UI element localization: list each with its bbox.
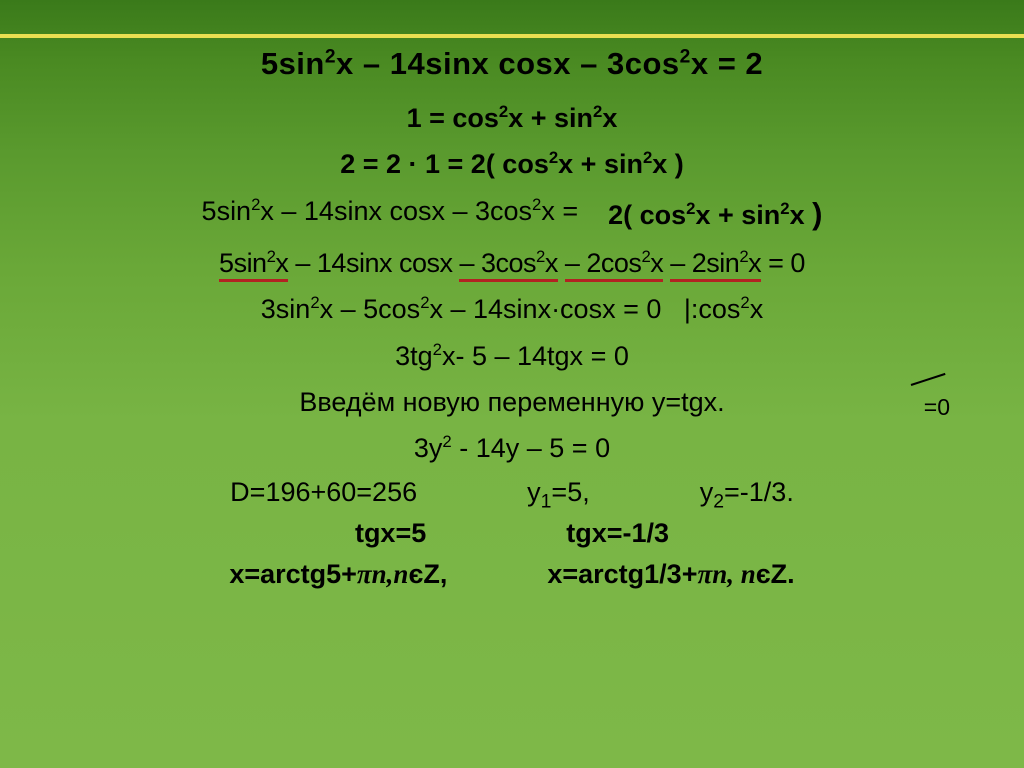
- quadratic: 3y2 - 14y – 5 = 0: [60, 430, 964, 466]
- substitution-line: 5sin2x – 14sinx cosx – 3cos2x = 2( cos2x…: [60, 193, 964, 235]
- slide: 5sin2x – 14sinx cosx – 3cos2x = 2 1 = co…: [0, 0, 1024, 768]
- content: 5sin2x – 14sinx cosx – 3cos2x = 2 1 = co…: [60, 46, 964, 590]
- root-y1: y1=5,: [527, 477, 590, 508]
- identity-2: 2 = 2 · 1 = 2( cos2x + sin2x ): [60, 146, 964, 182]
- solution-1: x=arctg5+πn,nєZ,: [229, 559, 447, 590]
- solution-2: x=arctg1/3+πn, nєZ.: [547, 559, 794, 590]
- discriminant: D=196+60=256: [230, 477, 417, 508]
- tgx2: tgx=-1/3: [566, 518, 669, 549]
- expanded-line: 5sin2x – 14sinx cosx – 3cos2x – 2cos2x –…: [60, 245, 964, 281]
- discriminant-row: D=196+60=256 y1=5, y2=-1/3.: [60, 477, 964, 508]
- simplified-line: 3sin2x – 5cos2x – 14sinx·cosx = 0 |:cos2…: [60, 291, 964, 327]
- accent-line: [0, 34, 1024, 38]
- identity-1: 1 = cos2x + sin2x: [60, 100, 964, 136]
- not-equal-zero: =0: [924, 394, 950, 421]
- root-y2: y2=-1/3.: [700, 477, 794, 508]
- tgx1: tgx=5: [355, 518, 426, 549]
- substitution-text: Введём новую переменную y=tgx.: [60, 384, 964, 420]
- tangent-equation: 3tg2x- 5 – 14tgx = 0: [60, 338, 964, 374]
- subst-left: 5sin2x – 14sinx cosx – 3cos2x =: [202, 193, 579, 235]
- tgx-row: tgx=5 tgx=-1/3: [60, 518, 964, 549]
- solutions-row: x=arctg5+πn,nєZ, x=arctg1/3+πn, nєZ.: [60, 559, 964, 590]
- subst-right: 2( cos2x + sin2x ): [608, 193, 822, 235]
- equation-title: 5sin2x – 14sinx cosx – 3cos2x = 2: [60, 46, 964, 82]
